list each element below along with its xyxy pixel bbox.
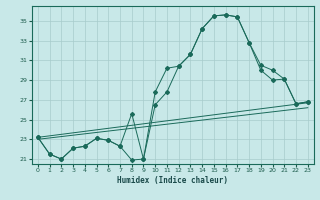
X-axis label: Humidex (Indice chaleur): Humidex (Indice chaleur) [117, 176, 228, 185]
